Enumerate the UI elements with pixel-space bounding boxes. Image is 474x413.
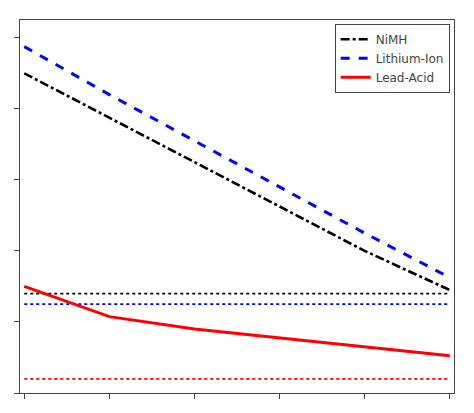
- svg-text:Lithium-Ion: Lithium-Ion: [376, 52, 444, 66]
- svg-text:NiMH: NiMH: [376, 33, 408, 47]
- svg-text:Lead-Acid: Lead-Acid: [376, 71, 434, 85]
